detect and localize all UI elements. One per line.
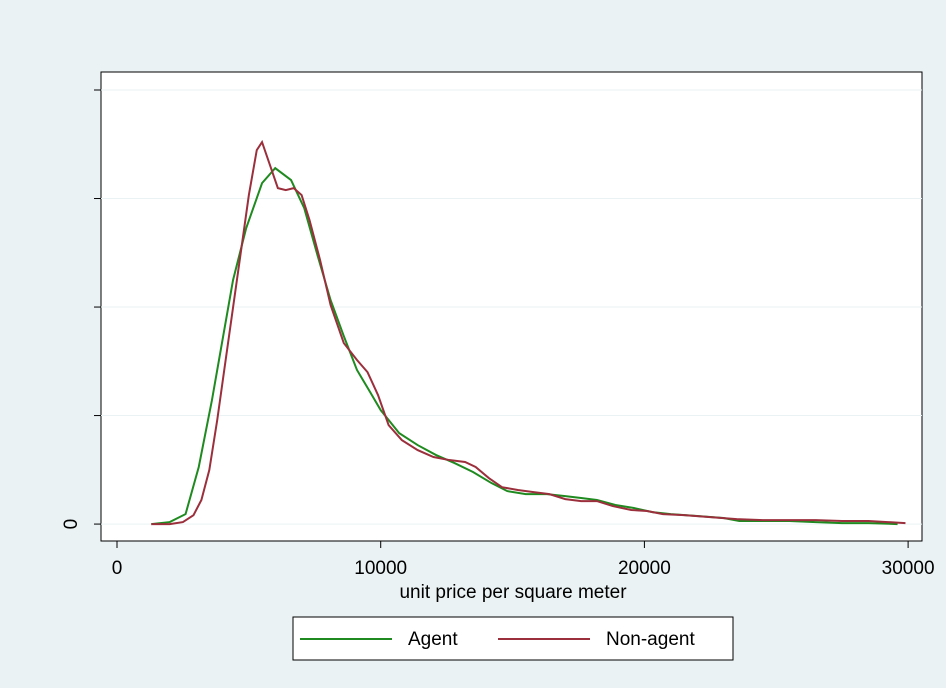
legend-label: Non-agent (606, 629, 695, 650)
line (151, 139, 906, 526)
x-axis-label: unit price per square meter (399, 582, 627, 603)
x-tick-label: 30000 (882, 558, 935, 579)
plot-area (100, 71, 923, 542)
x-tick-label: 0 (112, 558, 123, 579)
x-tick-label: 10000 (354, 558, 407, 579)
legend-label: Agent (408, 629, 458, 650)
y-tick-label: 0 (61, 519, 82, 530)
x-tick-label: 20000 (618, 558, 671, 579)
